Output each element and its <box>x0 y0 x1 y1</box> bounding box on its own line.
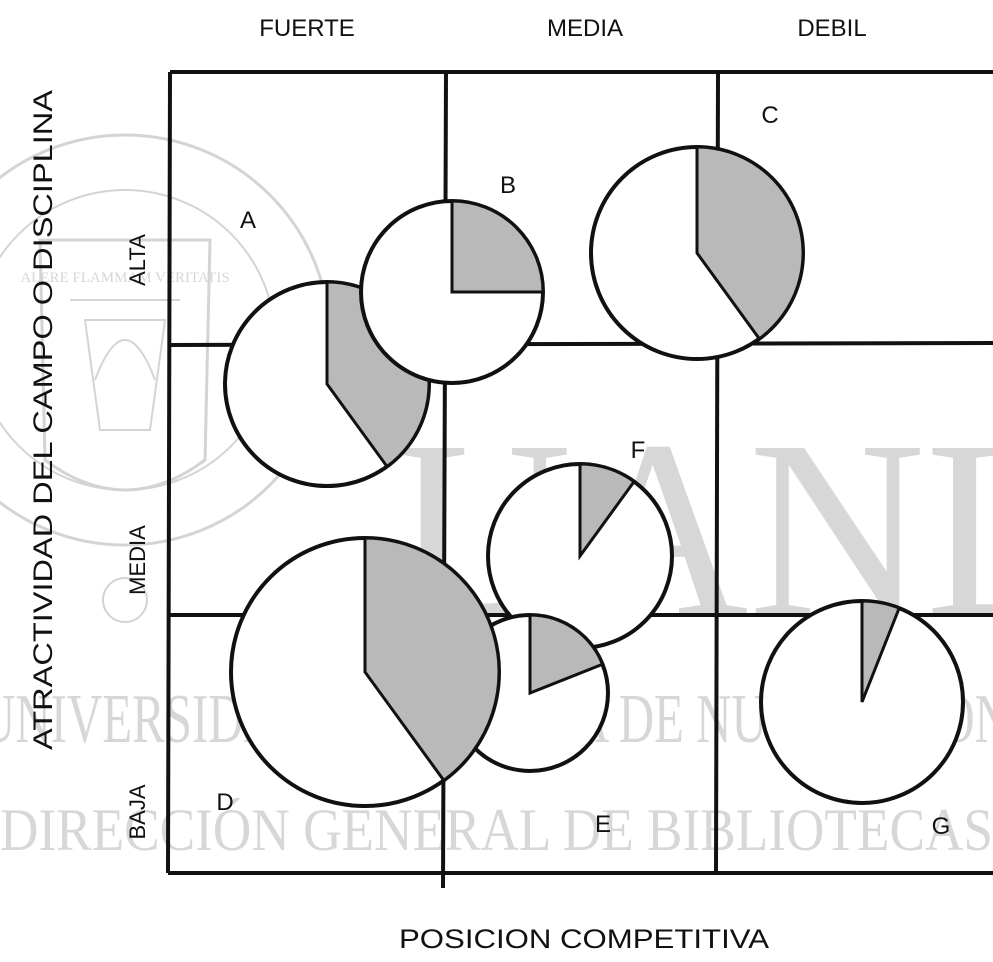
row-label-alta: ALTA <box>125 234 150 286</box>
bubble-a-label: A <box>240 207 256 234</box>
bubble-b: B <box>359 172 545 385</box>
bubble-g: G <box>759 599 965 840</box>
bubble-c-shaded-slice <box>695 145 805 341</box>
bubble-c-label: C <box>761 102 778 129</box>
bubble-e-label: E <box>595 811 611 838</box>
x-axis-title: POSICION COMPETITIVA <box>399 924 769 954</box>
bubble-g-label: G <box>932 813 951 840</box>
bubble-g-shaded-slice <box>860 599 902 703</box>
grid-left-line <box>166 71 172 874</box>
bubble-layer: A B C F E D G <box>216 102 965 840</box>
row-label-baja: BAJA <box>125 784 150 839</box>
bubble-c: C <box>589 102 805 361</box>
bubble-f-label: F <box>631 437 646 464</box>
bubble-d-label: D <box>216 789 233 816</box>
bubble-b-shaded-slice <box>450 199 545 294</box>
column-header-fuerte: FUERTE <box>259 15 355 42</box>
bubble-e-shaded-slice <box>528 613 605 696</box>
bubble-f-shaded-slice <box>578 462 637 561</box>
bubble-b-label: B <box>500 172 516 199</box>
column-header-debil: DEBIL <box>797 15 866 42</box>
column-header-media: MEDIA <box>547 15 623 42</box>
seal-motto: ALERE FLAMMAM VERITATIS <box>20 270 229 286</box>
bubble-d-shaded-slice <box>363 536 501 783</box>
watermark-library-name: DIRECCIÓN GENERAL DE BIBLIOTECAS <box>0 797 993 863</box>
row-label-media: MEDIA <box>125 525 150 595</box>
bubble-f: F <box>486 437 674 650</box>
y-axis-title: ATRACTIVIDAD DEL CAMPO O DISCIPLINA <box>28 90 58 750</box>
bubble-d: D <box>216 536 501 816</box>
